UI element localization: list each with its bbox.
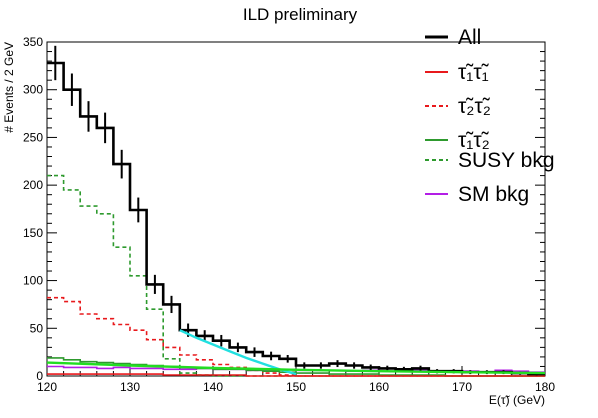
x-tick-label: 120 bbox=[37, 380, 57, 394]
x-tick-label: 140 bbox=[203, 380, 223, 394]
y-tick-label: 300 bbox=[23, 83, 43, 97]
y-tick-label: 100 bbox=[23, 274, 43, 288]
x-tick-label: 180 bbox=[535, 380, 555, 394]
y-tick-label: 350 bbox=[23, 35, 43, 49]
fit-curve-2 bbox=[46, 361, 546, 375]
legend-item-stau1-stau1: τ̃₁τ̃₁ bbox=[425, 61, 490, 84]
series-line-stau1-stau2 bbox=[47, 357, 545, 377]
x-tick-label: 170 bbox=[452, 380, 472, 394]
legend-item-sm-bkg: SM bkg bbox=[425, 183, 529, 206]
legend-label: τ̃₁τ̃₁ bbox=[458, 61, 490, 84]
series-susy-bkg bbox=[47, 174, 545, 377]
series-line-susy-bkg bbox=[47, 174, 545, 377]
chart-title: ILD preliminary bbox=[243, 5, 358, 24]
y-axis-label: # Events / 2 GeV bbox=[2, 42, 16, 133]
legend-label: All bbox=[458, 26, 481, 49]
x-tick-label: 150 bbox=[286, 380, 306, 394]
legend-item-susy-bkg: SUSY bkg bbox=[425, 149, 555, 172]
legend-item-all: All bbox=[425, 26, 481, 49]
series-stau1-stau1 bbox=[47, 373, 545, 377]
y-tick-label: 50 bbox=[30, 321, 44, 335]
x-axis-label: E(τ̃) (GeV) bbox=[489, 393, 545, 407]
legend-item-stau1-stau2: τ̃₁τ̃₂ bbox=[425, 129, 490, 152]
plot-frame bbox=[46, 41, 546, 377]
legend-label: τ̃₂τ̃₂ bbox=[458, 95, 491, 118]
x-tick-label: 160 bbox=[369, 380, 389, 394]
legend-label: SUSY bkg bbox=[458, 149, 555, 172]
y-tick-label: 250 bbox=[23, 130, 43, 144]
x-tick-label: 130 bbox=[120, 380, 140, 394]
axes: 0 50 100 150 200 250 300 350 120 130 140 150 160 170 1… bbox=[23, 35, 555, 394]
y-tick-label: 0 bbox=[36, 369, 43, 383]
legend-label: SM bkg bbox=[458, 183, 529, 206]
y-tick-label: 150 bbox=[23, 226, 43, 240]
legend-label: τ̃₁τ̃₂ bbox=[458, 129, 490, 152]
series-stau1-stau2 bbox=[47, 357, 545, 377]
legend-item-stau2-stau2: τ̃₂τ̃₂ bbox=[425, 95, 491, 118]
y-tick-label: 200 bbox=[23, 178, 43, 192]
series-line-stau1-stau1 bbox=[47, 373, 545, 377]
series-layer bbox=[46, 45, 546, 377]
